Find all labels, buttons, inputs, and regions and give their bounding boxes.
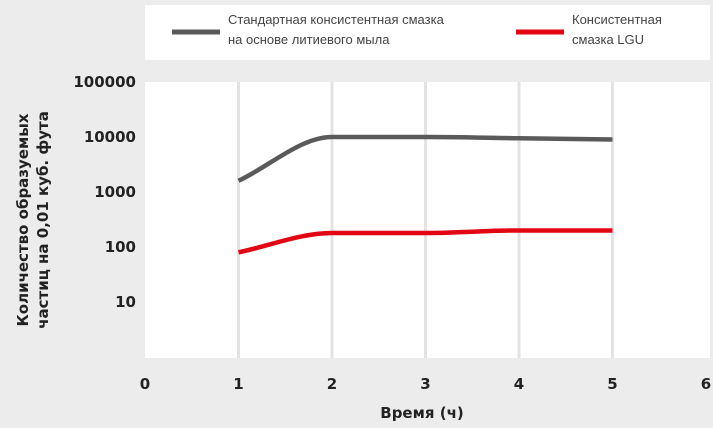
series-line-lgu-grease — [238, 228, 613, 255]
legend-label-lgu-grease-line2: смазка LGU — [572, 32, 644, 47]
x-axis-ticks: 0 1 2 3 4 5 6 — [140, 375, 711, 393]
y-axis-title-line1: Количество образуемых — [14, 113, 32, 326]
x-tick-label: 5 — [607, 375, 617, 393]
y-tick-label: 100 — [105, 238, 136, 256]
x-tick-label: 6 — [701, 375, 711, 393]
series-line-standard-grease — [237, 134, 613, 183]
y-axis-title: Количество образуемых частиц на 0,01 куб… — [14, 111, 52, 329]
x-tick-label: 3 — [420, 375, 430, 393]
x-axis-title: Время (ч) — [380, 404, 463, 422]
plot-area — [145, 82, 710, 358]
grid-lines — [237, 82, 614, 358]
y-tick-label: 10000 — [84, 128, 136, 146]
legend-box — [145, 5, 710, 60]
x-tick-label: 4 — [514, 375, 524, 393]
x-tick-label: 0 — [140, 375, 150, 393]
y-tick-label: 1000 — [94, 183, 136, 201]
legend-label-standard-grease-line2: на основе литиевого мыла — [228, 32, 390, 47]
legend-label-lgu-grease-line1: Консистентная — [572, 12, 662, 27]
x-tick-label: 2 — [327, 375, 337, 393]
y-tick-label: 10 — [115, 293, 136, 311]
legend-label-standard-grease-line1: Стандартная консистентная смазка — [228, 12, 445, 27]
y-tick-label: 100000 — [73, 73, 136, 91]
y-axis-title-line2: частиц на 0,01 куб. фута — [34, 111, 52, 329]
legend: Стандартная консистентная смазка на осно… — [172, 12, 662, 47]
y-axis-ticks: 10 100 1000 10000 100000 — [73, 73, 136, 311]
series-lines — [237, 134, 613, 255]
x-tick-label: 1 — [233, 375, 243, 393]
